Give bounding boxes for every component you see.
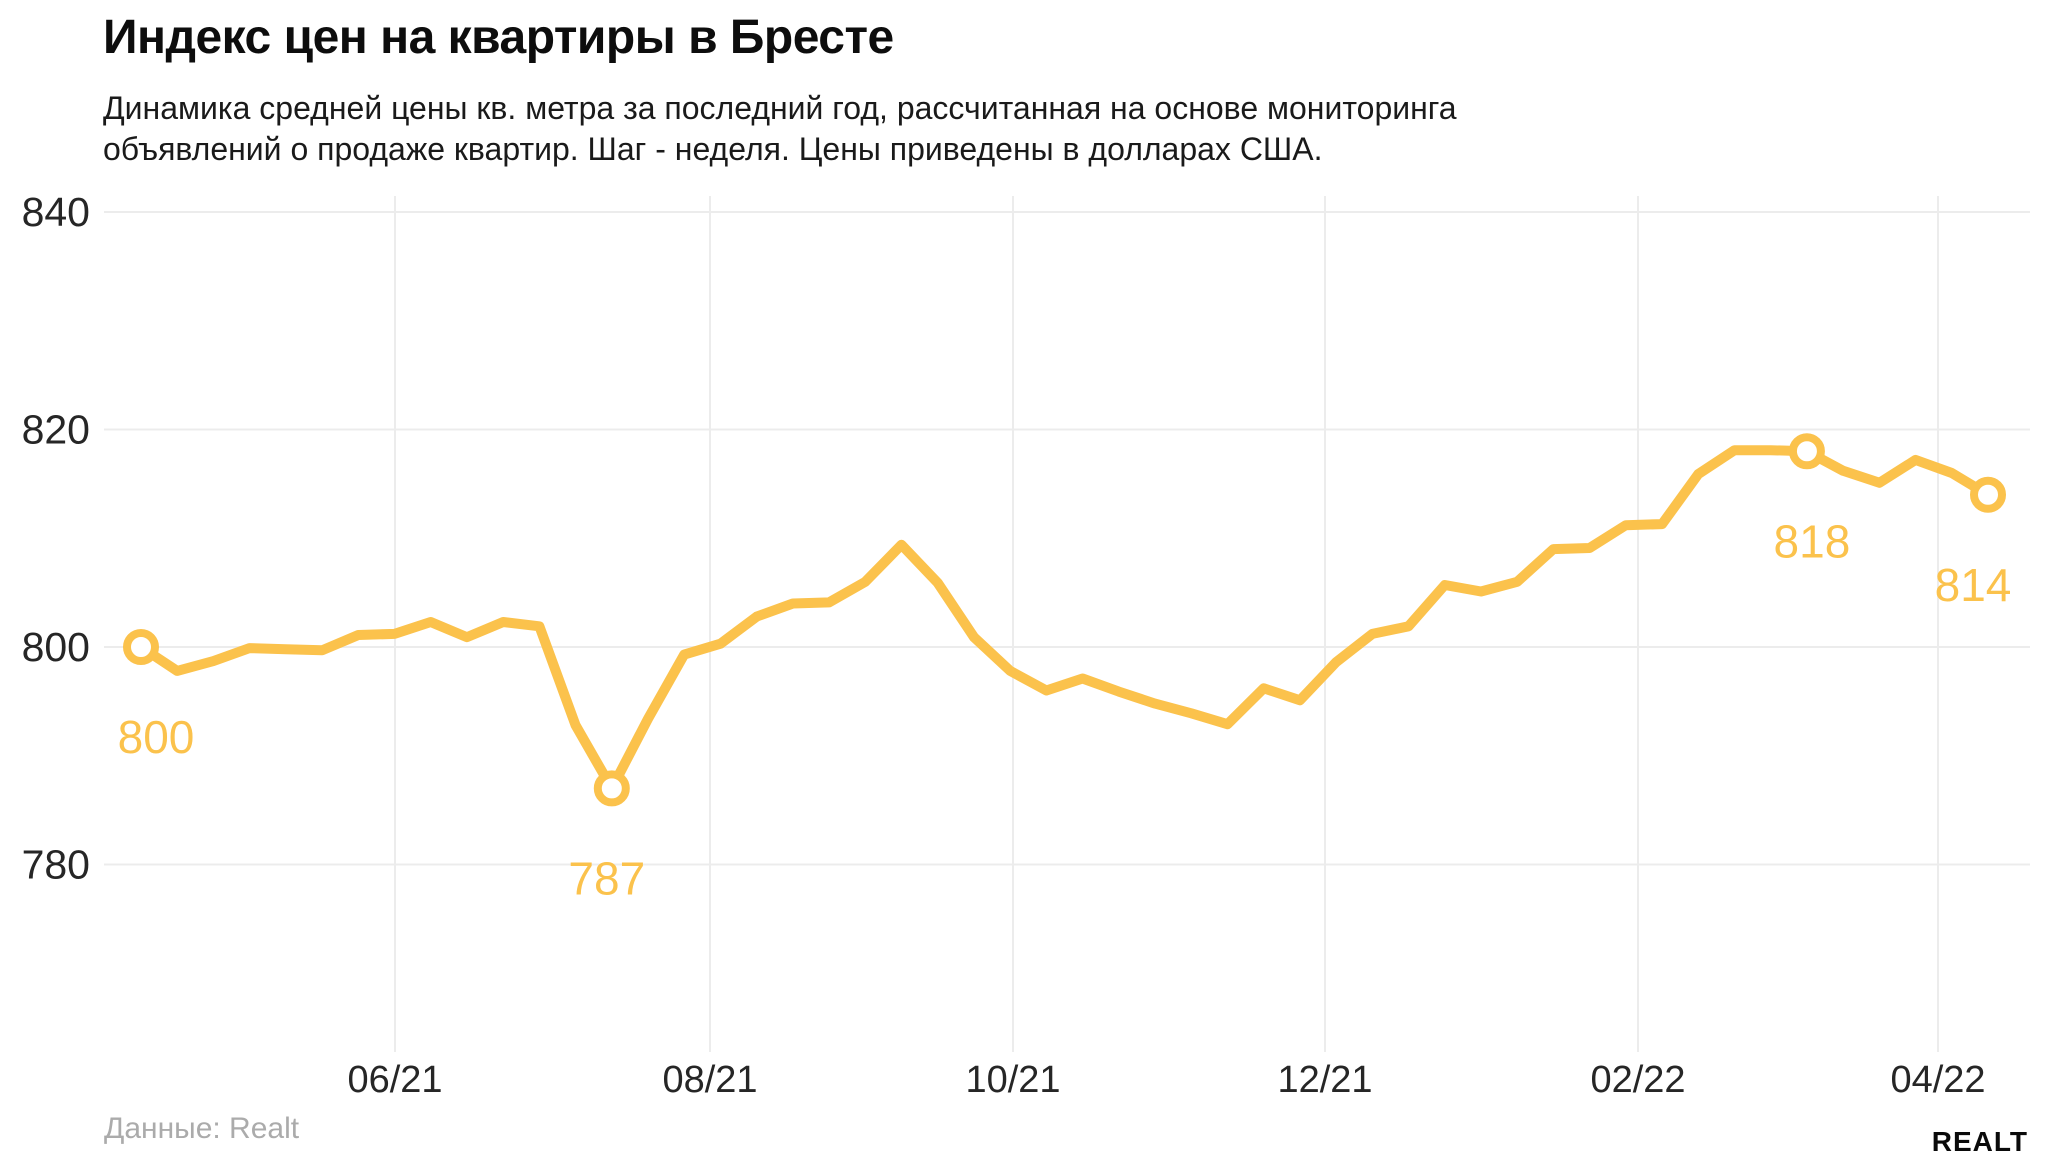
y-axis-tick-label: 800 (22, 624, 90, 670)
data-point-marker (593, 770, 630, 807)
chart-subtitle: Динамика средней цены кв. метра за после… (103, 88, 1457, 170)
realt-logo: Realt (1931, 1116, 2028, 1160)
chart-subtitle-line-2: объявлений о продаже квартир. Шаг - неде… (103, 131, 1323, 167)
data-point-marker (1970, 476, 2006, 513)
x-axis-tick-label: 12/21 (1277, 1059, 1372, 1101)
price-line (136, 445, 1993, 794)
data-source-note: Данные: Realt (104, 1112, 300, 1145)
data-point-label: 800 (118, 711, 195, 763)
y-axis-tick-label: 820 (22, 407, 90, 453)
data-point-label: 814 (1935, 559, 2012, 611)
x-axis-tick-label: 06/21 (347, 1059, 442, 1101)
chart-subtitle-line-1: Динамика средней цены кв. метра за после… (103, 90, 1457, 126)
x-axis-tick-label: 02/22 (1590, 1059, 1685, 1101)
data-point-marker (1788, 433, 1825, 470)
x-axis-tick-label: 04/22 (1890, 1059, 1985, 1101)
data-point-label: 818 (1774, 515, 1851, 567)
y-axis-tick-label: 780 (22, 842, 90, 888)
x-axis-tick-label: 08/21 (662, 1059, 757, 1101)
x-axis-tick-label: 10/21 (965, 1059, 1060, 1101)
y-axis-tick-label: 840 (22, 189, 90, 235)
data-point-marker (123, 629, 159, 665)
chart-title: Индекс цен на квартиры в Бресте (103, 11, 894, 64)
data-point-label: 787 (568, 852, 645, 904)
